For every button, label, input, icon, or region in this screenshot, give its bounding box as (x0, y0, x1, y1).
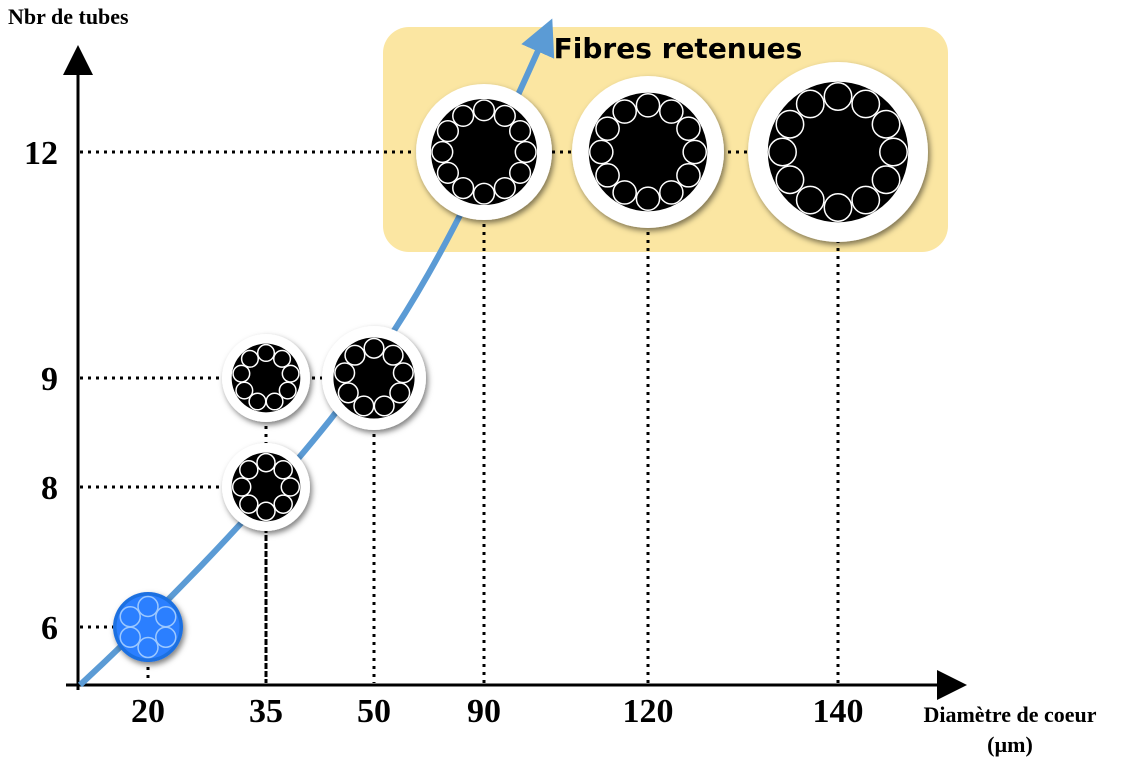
core (231, 452, 301, 522)
tube (871, 109, 901, 139)
highlight-label: Fibres retenues (554, 32, 803, 65)
tube (795, 89, 825, 119)
tube (595, 163, 620, 188)
tube (334, 362, 356, 384)
tube (472, 182, 496, 205)
tube (337, 382, 359, 404)
tube (635, 186, 661, 212)
x-tick-label: 35 (249, 693, 283, 730)
tube (452, 176, 475, 200)
tube (452, 104, 475, 128)
tube (659, 99, 684, 124)
tube (871, 165, 901, 195)
tube (231, 477, 252, 497)
tube (119, 606, 141, 628)
tube (851, 89, 881, 119)
tube (775, 165, 805, 195)
x-tick-label: 140 (813, 693, 864, 730)
tube (273, 460, 293, 480)
tube (382, 344, 404, 366)
fiber (572, 76, 724, 228)
fiber (113, 592, 183, 662)
x-tick-label: 20 (131, 693, 165, 730)
tube (436, 120, 460, 143)
tube (795, 185, 825, 215)
tube (436, 161, 460, 184)
core (231, 343, 301, 413)
tube (155, 626, 177, 648)
tube (280, 477, 301, 497)
y-axis-label: Nbr de tubes (8, 4, 129, 29)
tube (137, 595, 159, 618)
tube (775, 109, 805, 139)
tube (353, 395, 375, 417)
tube (273, 494, 293, 514)
tube (508, 120, 532, 143)
fiber (222, 443, 310, 531)
fiber (748, 62, 928, 242)
x-axis-label: (µm) (987, 732, 1033, 757)
y-tick-label: 6 (41, 610, 58, 647)
tube (676, 116, 701, 141)
tube (256, 452, 276, 473)
tube (248, 392, 267, 411)
tube (659, 180, 684, 205)
core (430, 98, 538, 206)
tube (768, 137, 797, 167)
tube (256, 343, 276, 363)
core (588, 92, 708, 212)
tube (635, 92, 661, 118)
tube (232, 364, 251, 383)
y-tick-label: 9 (41, 361, 58, 398)
tube (239, 460, 259, 480)
y-tick-label: 8 (41, 470, 58, 507)
tube (823, 82, 853, 111)
tube (823, 193, 853, 222)
fiber (322, 326, 426, 430)
tube (879, 137, 908, 167)
tube (514, 140, 537, 164)
y-tick-label: 12 (24, 135, 58, 172)
tube (493, 104, 516, 128)
tube (682, 139, 708, 165)
tube (278, 381, 297, 400)
tube (239, 494, 259, 514)
tube (612, 99, 637, 124)
tube (344, 344, 366, 366)
x-tick-label: 50 (357, 693, 391, 730)
tube (851, 185, 881, 215)
fiber (222, 334, 310, 422)
core (333, 337, 415, 419)
tube (137, 636, 159, 659)
core (116, 595, 180, 659)
tube (595, 116, 620, 141)
tube (612, 180, 637, 205)
tube (389, 382, 411, 404)
tube (508, 161, 532, 184)
tube (493, 176, 516, 200)
tube (256, 501, 276, 522)
x-tick-label: 90 (467, 693, 501, 730)
core (767, 81, 909, 223)
fiber (416, 84, 552, 220)
tube (588, 139, 614, 165)
tube (240, 349, 259, 368)
tube (431, 140, 454, 164)
tube (363, 337, 385, 359)
x-axis-label: Diamètre de coeur (923, 702, 1096, 727)
x-tick-label: 120 (623, 693, 674, 730)
tube (392, 362, 414, 384)
tube (273, 349, 292, 368)
tube (472, 99, 496, 122)
tube (676, 163, 701, 188)
